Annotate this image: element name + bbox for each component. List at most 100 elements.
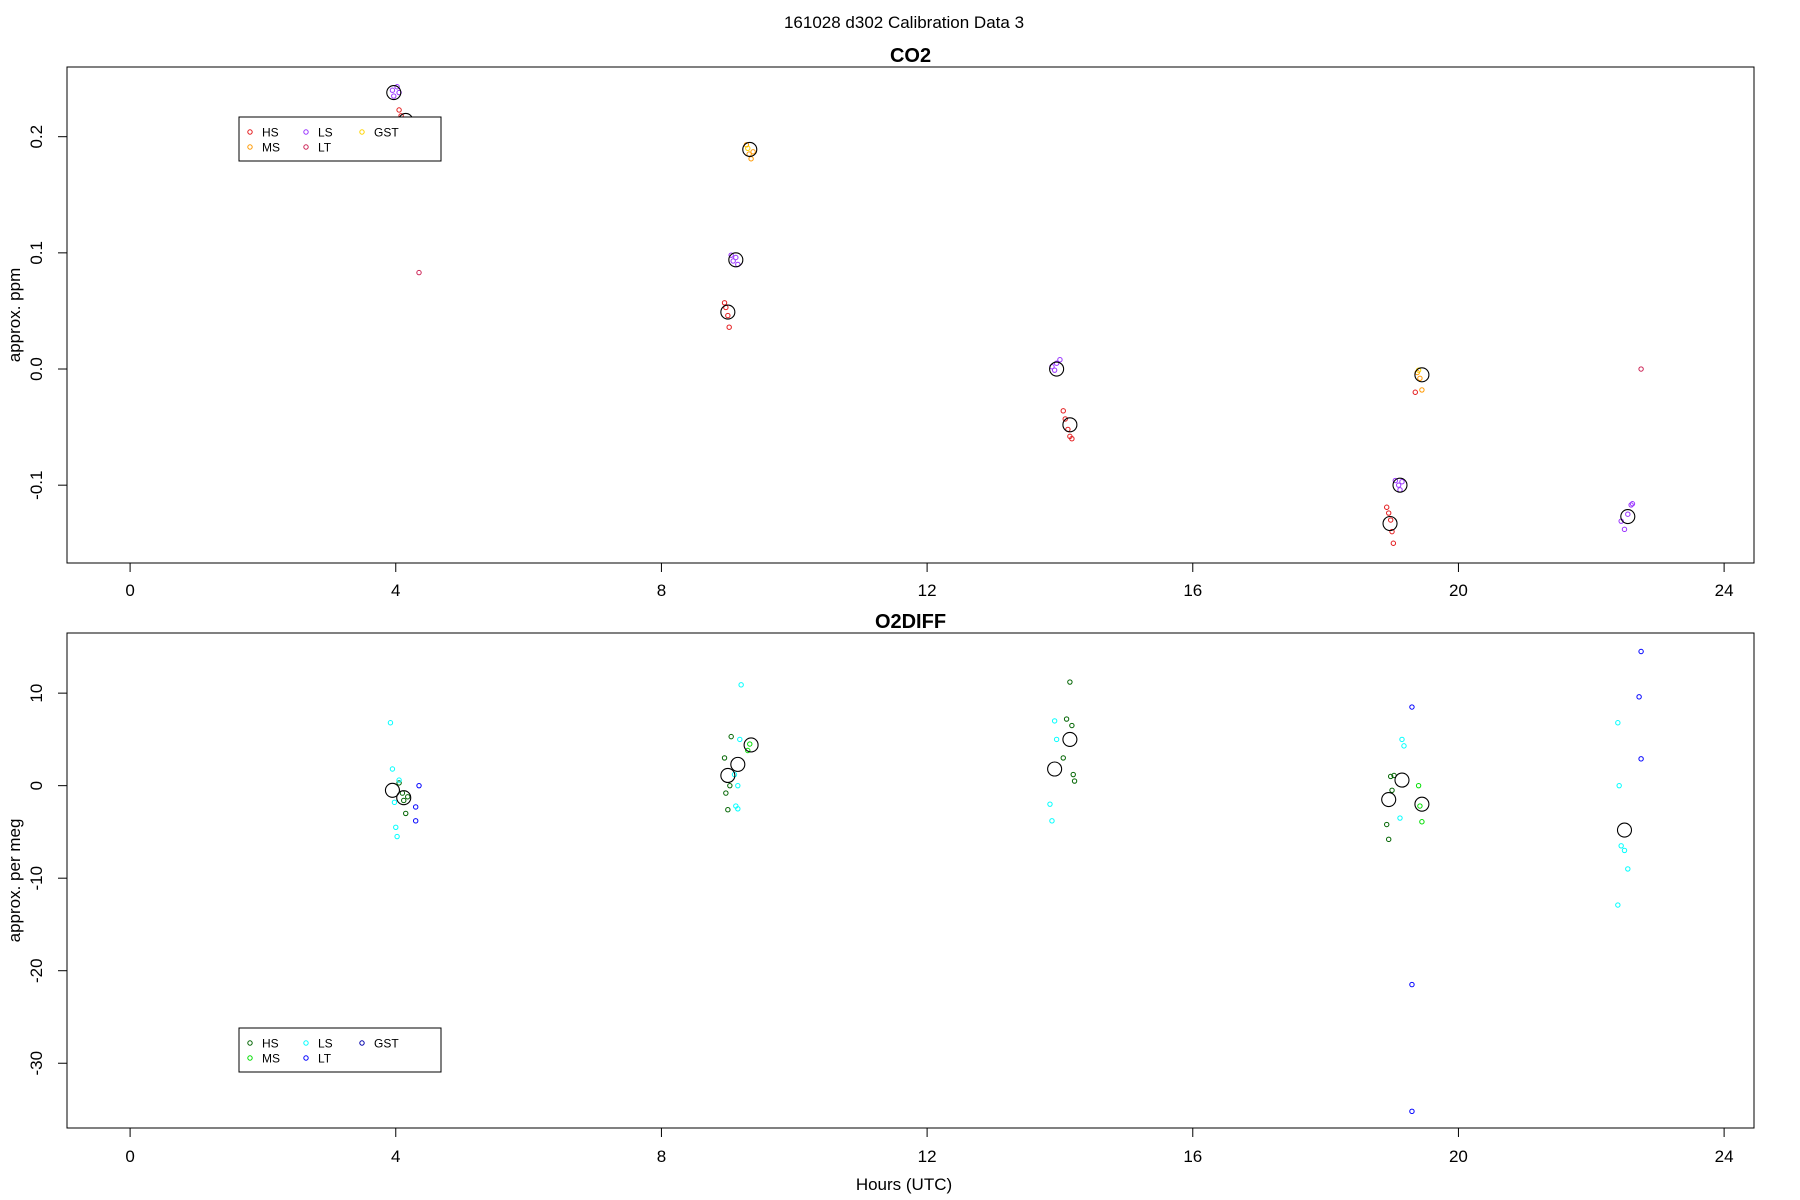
panel-title: CO2 — [890, 45, 931, 67]
data-point — [1049, 818, 1055, 824]
legend-box — [238, 116, 442, 162]
data-point — [412, 818, 419, 824]
data-point — [1615, 720, 1621, 726]
y-tick-label: -0.1 — [27, 471, 46, 500]
legend-label: LT — [318, 1052, 332, 1066]
data-point — [1638, 366, 1644, 372]
data-point — [1638, 756, 1644, 762]
data-point — [1399, 478, 1405, 485]
data-point — [1417, 375, 1423, 382]
legend-label: GST — [374, 126, 399, 140]
y-tick-label: 0.2 — [27, 125, 46, 149]
data-point — [1636, 694, 1642, 700]
legend-marker — [303, 1040, 309, 1046]
data-point — [737, 736, 743, 743]
data-point — [728, 252, 734, 258]
data-point — [1417, 803, 1423, 809]
data-point — [725, 312, 731, 319]
legend-label: LS — [318, 126, 333, 140]
data-point — [725, 807, 731, 813]
data-point — [1409, 704, 1415, 710]
series-lt — [412, 648, 1644, 1115]
legend-marker — [247, 129, 253, 135]
data-point — [735, 782, 741, 789]
y-tick-label: 0.0 — [27, 357, 46, 381]
x-tick-label: 0 — [125, 1147, 134, 1166]
data-point — [1419, 819, 1425, 825]
data-point — [394, 833, 400, 840]
mean-marker — [1382, 515, 1398, 532]
y-axis-label: approx. per meg — [5, 819, 24, 943]
x-tick-label: 4 — [391, 1147, 400, 1166]
legend-label: HS — [262, 1037, 279, 1051]
legend-box — [238, 1027, 442, 1073]
data-point — [393, 824, 399, 830]
mean-marker — [1394, 772, 1410, 788]
mean-marker — [1381, 791, 1397, 808]
x-tick-label: 0 — [125, 581, 134, 600]
data-point — [730, 258, 736, 264]
data-point — [723, 790, 729, 796]
data-point — [396, 780, 402, 786]
y-tick-label: -30 — [27, 1051, 46, 1076]
data-point — [396, 777, 402, 783]
data-point — [1628, 502, 1634, 508]
data-point — [401, 797, 407, 804]
data-point — [1047, 801, 1053, 807]
mean-marker — [1062, 417, 1078, 433]
series-ls — [389, 84, 1636, 533]
data-point — [745, 747, 751, 754]
data-point — [1618, 843, 1624, 849]
data-point — [748, 156, 754, 162]
data-point — [1638, 648, 1644, 655]
mean-marker — [742, 141, 758, 158]
y-tick-label: -10 — [27, 866, 46, 891]
series-ls — [387, 682, 1631, 908]
legend-marker — [303, 144, 309, 150]
x-tick-label: 16 — [1183, 581, 1202, 600]
legend-marker — [247, 144, 253, 150]
data-point — [396, 107, 402, 113]
data-point — [389, 766, 396, 772]
data-point — [1625, 511, 1631, 517]
series-gst — [745, 145, 1422, 373]
data-point — [1392, 477, 1399, 484]
data-point — [394, 84, 400, 90]
mean-marker — [1392, 477, 1408, 493]
y-tick-label: 0 — [27, 781, 46, 790]
series-hs — [396, 679, 1397, 843]
mean-marker — [1616, 822, 1633, 838]
y-tick-label: -20 — [27, 958, 46, 983]
data-point — [391, 93, 397, 99]
data-point — [416, 269, 422, 276]
mean-marker — [386, 85, 402, 101]
x-tick-label: 24 — [1715, 581, 1734, 600]
data-point — [733, 254, 739, 261]
data-point — [1389, 787, 1395, 793]
mean-marker — [1414, 796, 1430, 812]
mean-marker — [743, 737, 759, 753]
legend-label: MS — [262, 141, 280, 155]
data-point — [1621, 526, 1628, 533]
mean-marker — [730, 756, 746, 772]
x-axis-label: Hours (UTC) — [856, 1175, 952, 1194]
mean-marker — [720, 767, 736, 784]
data-point — [1387, 517, 1394, 523]
data-point — [1616, 782, 1622, 789]
mean-marker — [1062, 731, 1078, 747]
x-tick-label: 20 — [1449, 1147, 1468, 1166]
x-tick-label: 8 — [657, 581, 666, 600]
mean-marker — [396, 790, 412, 806]
data-point — [728, 733, 734, 740]
data-point — [1401, 743, 1407, 749]
mean-marker — [1049, 361, 1065, 377]
data-point — [1062, 416, 1068, 422]
legend-marker — [247, 1055, 253, 1061]
data-point — [1051, 367, 1058, 373]
mean-marker — [1620, 508, 1636, 525]
data-point — [735, 806, 741, 812]
data-point — [1386, 510, 1392, 516]
series-ms — [743, 142, 1425, 393]
